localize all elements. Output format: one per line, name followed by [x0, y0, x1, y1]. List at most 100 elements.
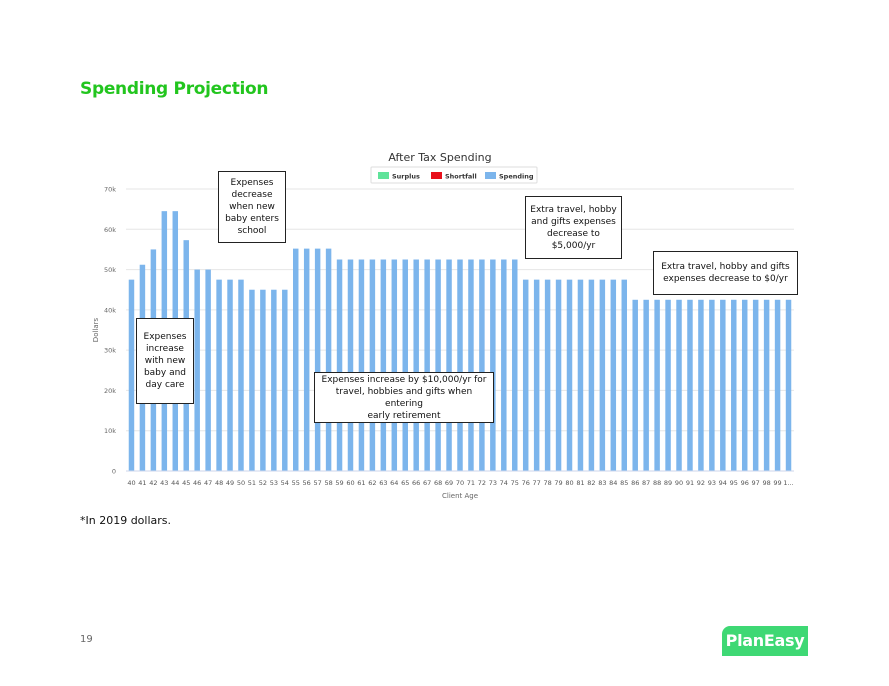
spending-bar — [698, 299, 704, 471]
x-tick-label: 70 — [456, 479, 464, 487]
spending-bar — [205, 269, 211, 471]
x-tick-label: 54 — [281, 479, 289, 487]
x-tick-label: 98 — [762, 479, 770, 487]
spending-bar — [774, 299, 781, 471]
spending-bar — [468, 259, 474, 471]
annotation-daycare: Expenses increase with new baby and day … — [136, 318, 194, 404]
x-tick-label: 73 — [489, 479, 497, 487]
spending-bar — [512, 259, 518, 471]
spending-bar — [555, 279, 562, 471]
spending-bar — [413, 259, 419, 471]
spending-bar — [347, 259, 354, 471]
spending-bar — [588, 279, 595, 471]
x-tick-label: 91 — [686, 479, 694, 487]
spending-bar — [479, 259, 485, 471]
spending-bar — [785, 299, 792, 471]
x-tick-label: 76 — [522, 479, 530, 487]
spending-bar — [741, 299, 748, 471]
x-tick-label: 60 — [346, 479, 354, 487]
x-tick-label: 87 — [642, 479, 650, 487]
spending-bar — [643, 299, 649, 471]
legend-item-label: Surplus — [392, 173, 420, 181]
x-tick-label: 48 — [215, 479, 223, 487]
x-tick-label: 56 — [303, 479, 311, 487]
spending-bar — [763, 299, 770, 471]
x-tick-label: 94 — [719, 479, 727, 487]
page-title: Spending Projection — [80, 79, 269, 99]
y-tick-label: 70k — [104, 186, 116, 194]
x-tick-label: 63 — [379, 479, 387, 487]
x-tick-label: 96 — [741, 479, 749, 487]
spending-bar — [358, 259, 365, 471]
y-tick-label: 20k — [104, 387, 116, 395]
x-tick-label: 44 — [171, 479, 179, 487]
annotation-school: Expenses decrease when new baby enters s… — [218, 171, 286, 243]
spending-bar — [293, 248, 299, 471]
x-tick-label: 62 — [368, 479, 376, 487]
x-tick-label: 67 — [423, 479, 431, 487]
chart-title: After Tax Spending — [388, 151, 491, 164]
x-tick-label: 55 — [292, 479, 300, 487]
spending-bar — [282, 289, 288, 471]
x-tick-label: 52 — [259, 479, 267, 487]
spending-bar — [238, 279, 244, 471]
spending-bar — [752, 299, 759, 471]
spending-bar — [501, 259, 507, 471]
spending-bar — [731, 299, 737, 471]
legend-swatch — [485, 172, 496, 179]
annotation-decrease-0: Extra travel, hobby and gifts expenses d… — [653, 251, 798, 295]
x-tick-label: 82 — [587, 479, 595, 487]
x-tick-label: 50 — [237, 479, 245, 487]
spending-bar — [577, 279, 584, 471]
x-tick-label: 53 — [270, 479, 278, 487]
x-tick-label: 77 — [533, 479, 541, 487]
x-tick-label: 75 — [511, 479, 519, 487]
spending-bar — [325, 248, 332, 471]
spending-bar — [369, 259, 376, 471]
x-tick-label: 1... — [783, 479, 793, 487]
spending-bar — [457, 259, 463, 471]
x-tick-label: 45 — [182, 479, 190, 487]
x-tick-label: 59 — [335, 479, 343, 487]
spending-bar — [446, 259, 452, 471]
x-tick-label: 40 — [127, 479, 135, 487]
x-tick-label: 61 — [357, 479, 365, 487]
x-tick-label: 85 — [620, 479, 628, 487]
spending-bar — [391, 259, 398, 471]
y-tick-label: 0 — [112, 468, 116, 476]
x-tick-label: 64 — [390, 479, 398, 487]
x-tick-label: 95 — [730, 479, 738, 487]
annotation-decrease-5000: Extra travel, hobby and gifts expenses d… — [525, 196, 622, 259]
spending-bar — [676, 299, 682, 471]
x-tick-label: 89 — [664, 479, 672, 487]
y-tick-label: 30k — [104, 347, 116, 355]
spending-bar — [435, 259, 441, 471]
spending-bar — [709, 299, 715, 471]
spending-bar — [402, 259, 408, 471]
page-number: 19 — [80, 634, 93, 645]
x-tick-label: 68 — [434, 479, 442, 487]
spending-bar — [522, 279, 529, 471]
spending-bar — [336, 259, 343, 471]
x-axis-label: Client Age — [442, 492, 478, 500]
x-tick-label: 57 — [313, 479, 321, 487]
spending-bar — [128, 279, 135, 471]
spending-bar — [533, 279, 540, 471]
spending-bar — [720, 299, 726, 471]
x-tick-label: 79 — [554, 479, 562, 487]
x-tick-label: 66 — [412, 479, 420, 487]
spending-bar — [544, 279, 551, 471]
y-tick-label: 40k — [104, 306, 116, 314]
spending-bar — [654, 299, 660, 471]
x-tick-label: 90 — [675, 479, 683, 487]
legend-swatch — [431, 172, 442, 179]
spending-bar — [260, 289, 266, 471]
spending-bar — [490, 259, 496, 471]
spending-bar — [194, 269, 200, 471]
x-tick-label: 80 — [565, 479, 573, 487]
y-tick-label: 60k — [104, 226, 116, 234]
spending-bar — [566, 279, 573, 471]
planeasy-logo: PlanEasy — [722, 626, 808, 656]
spending-bar — [249, 289, 255, 471]
